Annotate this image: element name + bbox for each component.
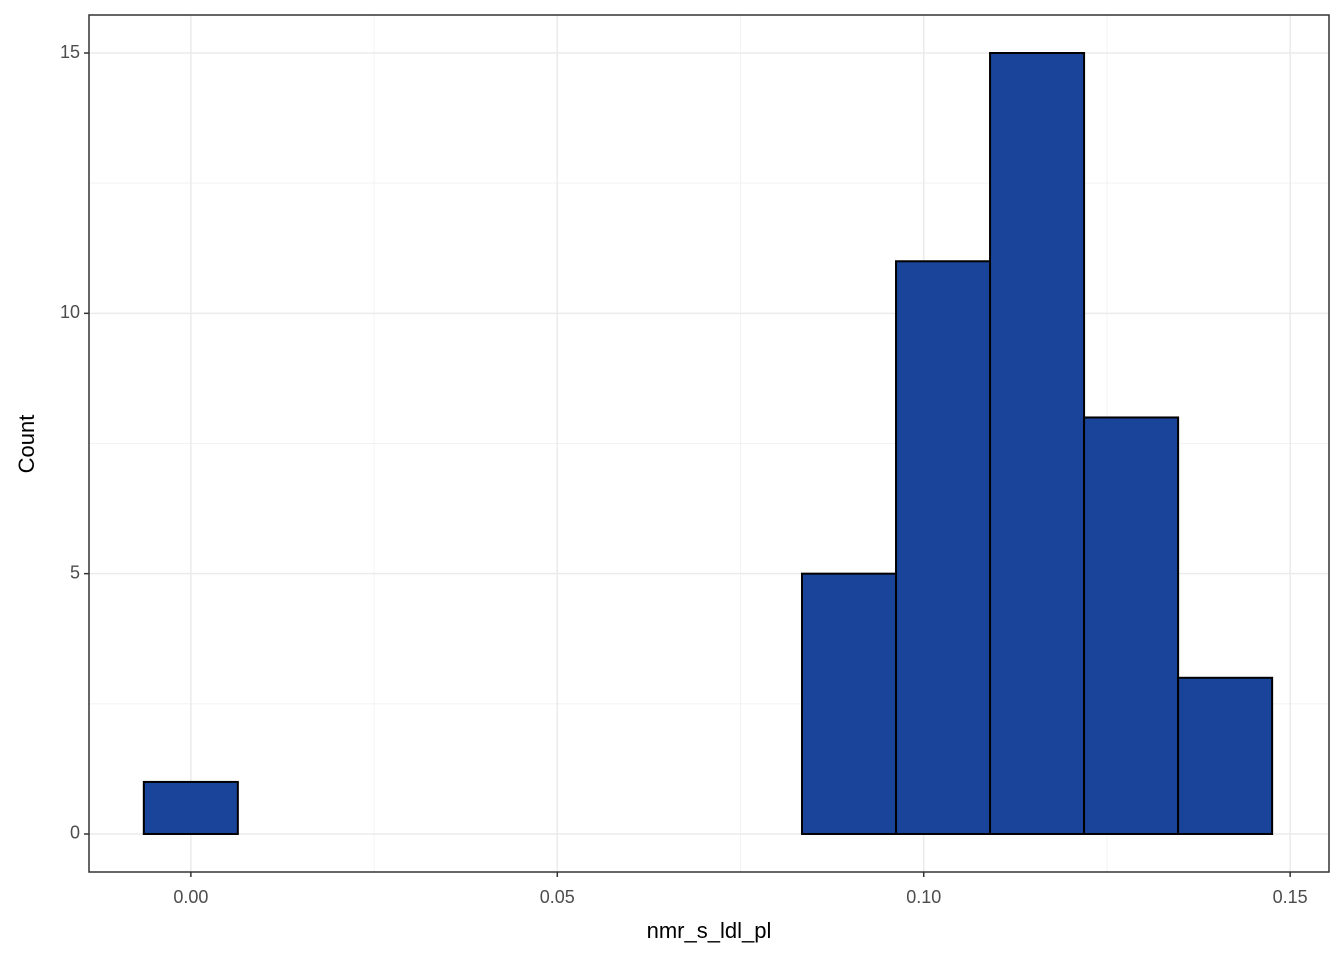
- y-tick-label: 0: [70, 823, 80, 843]
- bar: [142, 780, 239, 835]
- bar: [801, 572, 898, 835]
- y-axis-title: Count: [14, 415, 39, 474]
- y-tick-label: 10: [60, 302, 80, 322]
- bar: [895, 260, 992, 835]
- bar: [1083, 416, 1180, 835]
- y-tick-label: 15: [60, 42, 80, 62]
- bar: [989, 52, 1086, 835]
- x-axis-title: nmr_s_ldl_pl: [647, 918, 772, 943]
- y-tick-label: 5: [70, 562, 80, 582]
- plot-border: [88, 14, 1330, 873]
- x-tick-label: 0.10: [906, 887, 941, 907]
- bar: [1177, 676, 1274, 835]
- x-tick-label: 0.15: [1273, 887, 1308, 907]
- x-tick-label: 0.00: [173, 887, 208, 907]
- x-tick-label: 0.05: [540, 887, 575, 907]
